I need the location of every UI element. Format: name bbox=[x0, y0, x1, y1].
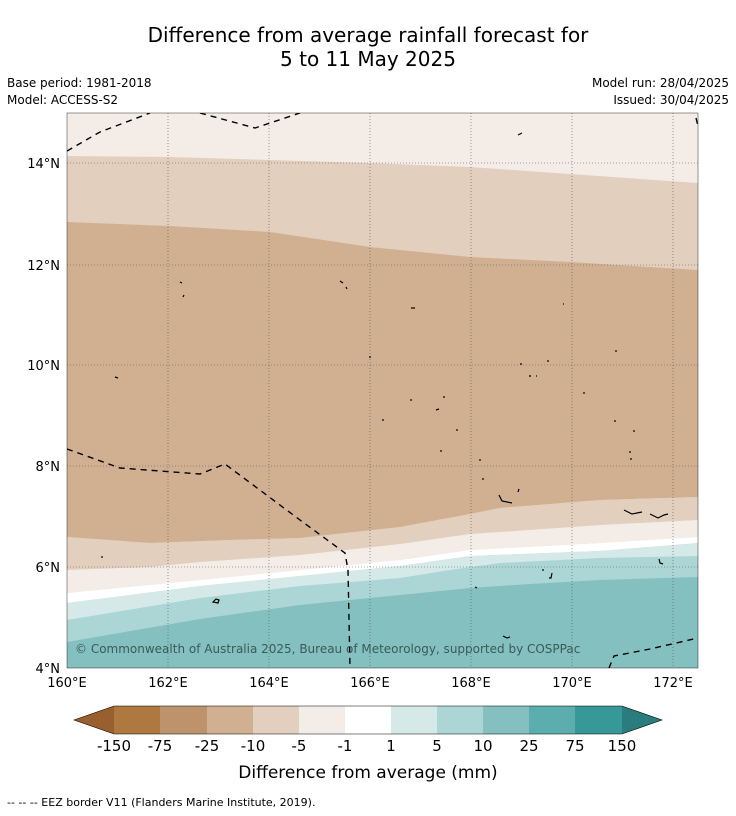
rainfall-map: © Commonwealth of Australia 2025, Bureau… bbox=[27, 112, 699, 783]
colorbar-swatch bbox=[345, 706, 391, 734]
colorbar-outline bbox=[73, 705, 663, 735]
lon-label: 164°E bbox=[249, 676, 289, 691]
islands bbox=[114, 132, 669, 639]
colorbar-swatch bbox=[391, 706, 437, 734]
lat-label: 6°N bbox=[36, 561, 61, 576]
colorbar-swatch bbox=[437, 706, 483, 734]
lat-label: 10°N bbox=[27, 359, 60, 374]
colorbar-label: -25 bbox=[195, 737, 220, 755]
colorbar-label: 25 bbox=[519, 737, 538, 755]
colorbar-swatch bbox=[114, 706, 160, 734]
lat-label: 8°N bbox=[36, 460, 61, 475]
map-title-line-2: 5 to 11 May 2025 bbox=[280, 47, 456, 71]
latitude-labels: 4°N 6°N 8°N 10°N 12°N 14°N bbox=[27, 157, 60, 677]
model-run-date: Model run: 28/04/2025 bbox=[591, 76, 729, 90]
lat-label: 12°N bbox=[27, 259, 60, 274]
copyright-notice: © Commonwealth of Australia 2025, Bureau… bbox=[75, 642, 580, 656]
colorbar-label: 75 bbox=[565, 737, 584, 755]
colorbar bbox=[73, 705, 663, 735]
colorbar-label: 5 bbox=[432, 737, 442, 755]
colorbar-cap-high bbox=[622, 706, 662, 734]
colorbar-swatch bbox=[160, 706, 207, 734]
plot-frame bbox=[66, 112, 699, 669]
lon-label: 170°E bbox=[552, 676, 592, 691]
lon-label: 168°E bbox=[451, 676, 491, 691]
lon-label: 162°E bbox=[148, 676, 188, 691]
colorbar-label: 1 bbox=[386, 737, 396, 755]
colorbar-label: -5 bbox=[292, 737, 307, 755]
colorbar-swatch bbox=[529, 706, 575, 734]
colorbar-cap-low bbox=[74, 706, 114, 734]
colorbar-swatch bbox=[299, 706, 345, 734]
issued-date: Issued: 30/04/2025 bbox=[613, 93, 729, 107]
lon-label: 172°E bbox=[653, 676, 693, 691]
colorbar-title: Difference from average (mm) bbox=[238, 763, 497, 783]
colorbar-labels: -150 -75 -25 -10 -5 -1 1 5 10 25 75 150 bbox=[97, 737, 636, 755]
colorbar-label: 150 bbox=[608, 737, 637, 755]
colorbar-label: -1 bbox=[338, 737, 353, 755]
map-title-line-1: Difference from average rainfall forecas… bbox=[147, 23, 589, 47]
model-name: Model: ACCESS-S2 bbox=[7, 93, 119, 107]
base-period: Base period: 1981-2018 bbox=[7, 76, 152, 90]
colorbar-label: -10 bbox=[241, 737, 266, 755]
lon-label: 160°E bbox=[47, 676, 87, 691]
eez-borders bbox=[67, 113, 698, 668]
lon-label: 166°E bbox=[350, 676, 390, 691]
lat-label: 4°N bbox=[36, 662, 61, 677]
eez-border-note: -- -- -- EEZ border V11 (Flanders Marine… bbox=[7, 796, 316, 809]
colorbar-swatch bbox=[253, 706, 299, 734]
small-islands bbox=[101, 350, 635, 571]
colorbar-swatch bbox=[207, 706, 253, 734]
longitude-labels: 160°E 162°E 164°E 166°E 168°E 170°E 172°… bbox=[47, 676, 693, 691]
lat-label: 14°N bbox=[27, 157, 60, 172]
colorbar-swatch bbox=[483, 706, 529, 734]
contour-bands bbox=[67, 113, 698, 668]
colorbar-label: 10 bbox=[473, 737, 492, 755]
graticule bbox=[67, 113, 698, 668]
colorbar-swatch bbox=[575, 706, 622, 734]
colorbar-label: -75 bbox=[148, 737, 173, 755]
colorbar-label: -150 bbox=[97, 737, 131, 755]
